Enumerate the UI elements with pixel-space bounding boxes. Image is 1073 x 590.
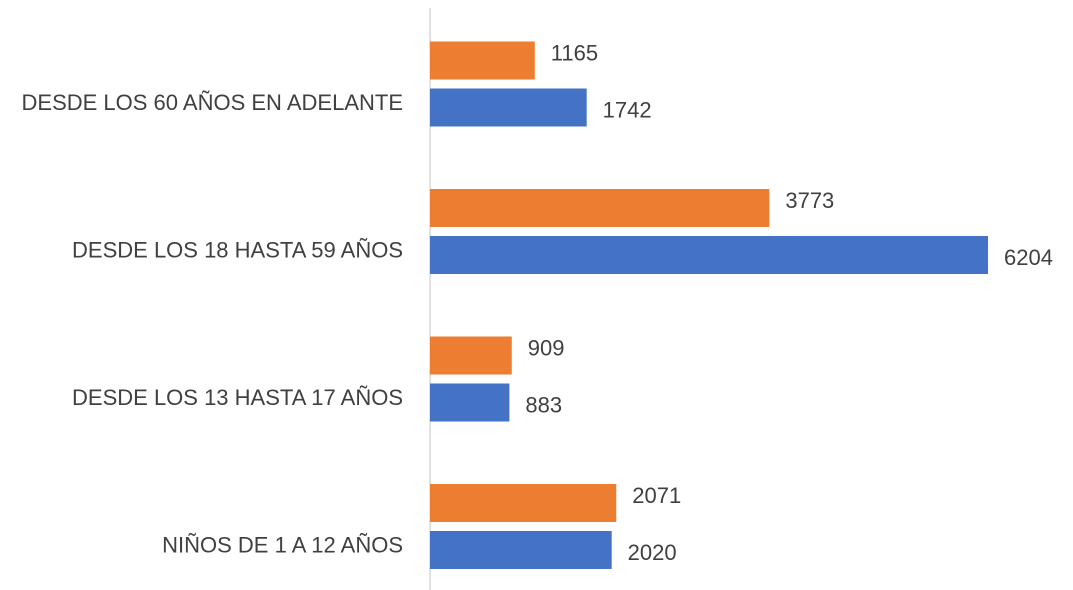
bar: [430, 236, 988, 274]
bar: [430, 189, 770, 227]
value-label: 2071: [632, 483, 681, 508]
category-label: NIÑOS DE 1 A 12 AÑOS: [162, 532, 403, 557]
value-label: 2020: [628, 540, 677, 565]
bar: [430, 336, 512, 375]
category-label: DESDE LOS 18 HASTA 59 AÑOS: [72, 237, 403, 262]
value-label: 1742: [603, 97, 652, 122]
bar: [430, 484, 617, 522]
bar: [430, 383, 510, 422]
value-label: 6204: [1004, 245, 1053, 270]
bar: [430, 88, 587, 127]
value-label: 883: [525, 392, 562, 417]
category-label: DESDE LOS 60 AÑOS EN ADELANTE: [22, 90, 403, 115]
bar: [430, 531, 612, 569]
value-label: 1165: [551, 40, 598, 65]
bar: [430, 41, 535, 80]
category-label: DESDE LOS 13 HASTA 17 AÑOS: [72, 385, 403, 410]
value-label: 909: [528, 335, 565, 360]
value-label: 3773: [785, 188, 834, 213]
